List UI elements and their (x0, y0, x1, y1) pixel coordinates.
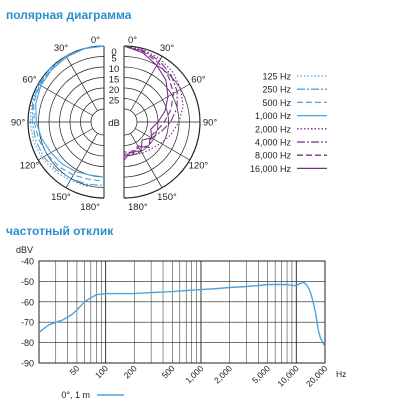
polar-spoke-right (130, 133, 163, 188)
polar-db-unit-label: dB (108, 118, 120, 129)
polar-angle-label: 0° (91, 35, 100, 46)
polar-angle-label: 30° (160, 43, 175, 54)
polar-angle-label: 60° (191, 75, 206, 86)
polar-legend-label: 16,000 Hz (250, 164, 292, 174)
polar-legend-label: 8,000 Hz (255, 151, 292, 161)
polar-legend-label: 500 Hz (262, 98, 291, 108)
polar-angle-label: 90° (11, 118, 26, 129)
polar-spoke-left (65, 56, 98, 111)
polar-db-tick-label: 25 (109, 96, 120, 107)
polar-legend-label: 4,000 Hz (255, 138, 292, 148)
freq-y-tick-label: -80 (21, 338, 34, 348)
polar-angle-label: 180° (128, 202, 148, 213)
freq-x-tick-label: 50 (68, 363, 82, 377)
freq-legend-label: 0°, 1 m (61, 390, 90, 400)
freq-x-tick-label: 20,000 (304, 363, 330, 389)
freq-y-tick-label: -50 (21, 277, 34, 287)
freq-x-tick-label: 500 (160, 363, 177, 380)
polar-legend-label: 2,000 Hz (255, 124, 292, 134)
freq-y-tick-label: -40 (21, 257, 34, 267)
polar-legend-label: 125 Hz (262, 72, 291, 82)
polar-legend-label: 250 Hz (262, 85, 291, 95)
freq-x-tick-label: 1,000 (183, 363, 205, 385)
freq-plot-frame (38, 260, 326, 364)
polar-spoke-left (65, 133, 98, 188)
polar-legend-label: 1,000 Hz (255, 111, 292, 121)
polar-angle-label: 0° (128, 35, 137, 46)
polar-angle-label: 90° (203, 118, 218, 129)
freq-x-tick-label: 5,000 (250, 363, 272, 385)
freq-x-tick-label: 10,000 (275, 363, 301, 389)
polar-chart: 0° 0° 30° 30° 60° 60° 90° 90° 120° 120° 150° 150° 18… (11, 35, 327, 213)
freq-x-tick-label: 100 (93, 363, 110, 380)
freq-y-tick-label: -60 (21, 297, 34, 307)
polar-spoke-right (135, 83, 190, 116)
freq-x-axis-label: Hz (336, 369, 346, 379)
polar-angle-label: 150° (51, 192, 71, 203)
freq-y-axis-label: dBV (16, 245, 33, 255)
freq-y-tick-label: -90 (21, 359, 34, 369)
freq-y-tick-label: -70 (21, 318, 34, 328)
polar-angle-label: 60° (22, 75, 37, 86)
polar-series-curve (123, 45, 184, 157)
polar-spoke-left (38, 83, 93, 116)
polar-series-curve (123, 45, 169, 161)
freq-response-curve (38, 281, 326, 348)
polar-db-tick-label: 15 (109, 75, 120, 86)
polar-angle-label: 120° (20, 161, 40, 172)
polar-chart-title: полярная диаграмма (6, 8, 132, 22)
polar-angle-label: 120° (189, 161, 209, 172)
freq-x-tick-label: 2,000 (212, 363, 234, 385)
polar-db-tick-label: 10 (109, 64, 120, 75)
polar-series-curve (123, 45, 178, 154)
polar-spoke-left (38, 128, 93, 161)
polar-angle-label: 180° (80, 202, 100, 213)
freq-x-tick-label: 200 (122, 363, 139, 380)
polar-angle-label: 30° (54, 43, 69, 54)
polar-spoke-right (135, 128, 190, 161)
polar-db-tick-label: 5 (111, 54, 116, 65)
polar-series-curve (33, 45, 105, 182)
polar-angle-label: 150° (157, 192, 177, 203)
polar-series-curve (123, 45, 175, 156)
polar-db-tick-label: 20 (109, 85, 120, 96)
frequency-chart-title: частотный отклик (6, 224, 114, 238)
polar-series-curve (35, 45, 105, 178)
polar-db-tick-label: 0 (111, 47, 116, 58)
